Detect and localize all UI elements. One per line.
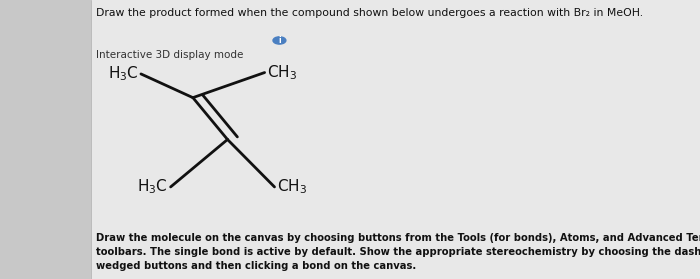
Circle shape [273, 37, 286, 44]
Text: $\mathregular{CH_3}$: $\mathregular{CH_3}$ [277, 177, 307, 196]
Text: Draw the product formed when the compound shown below undergoes a reaction with : Draw the product formed when the compoun… [97, 8, 643, 18]
Text: $\mathregular{CH_3}$: $\mathregular{CH_3}$ [267, 63, 297, 82]
Text: Draw the molecule on the canvas by choosing buttons from the Tools (for bonds), : Draw the molecule on the canvas by choos… [97, 233, 700, 271]
Text: i: i [278, 36, 281, 45]
Text: $\mathregular{H_3C}$: $\mathregular{H_3C}$ [137, 177, 168, 196]
Text: Interactive 3D display mode: Interactive 3D display mode [97, 50, 244, 60]
Bar [0, 0, 92, 279]
Text: $\mathregular{H_3C}$: $\mathregular{H_3C}$ [108, 64, 139, 83]
